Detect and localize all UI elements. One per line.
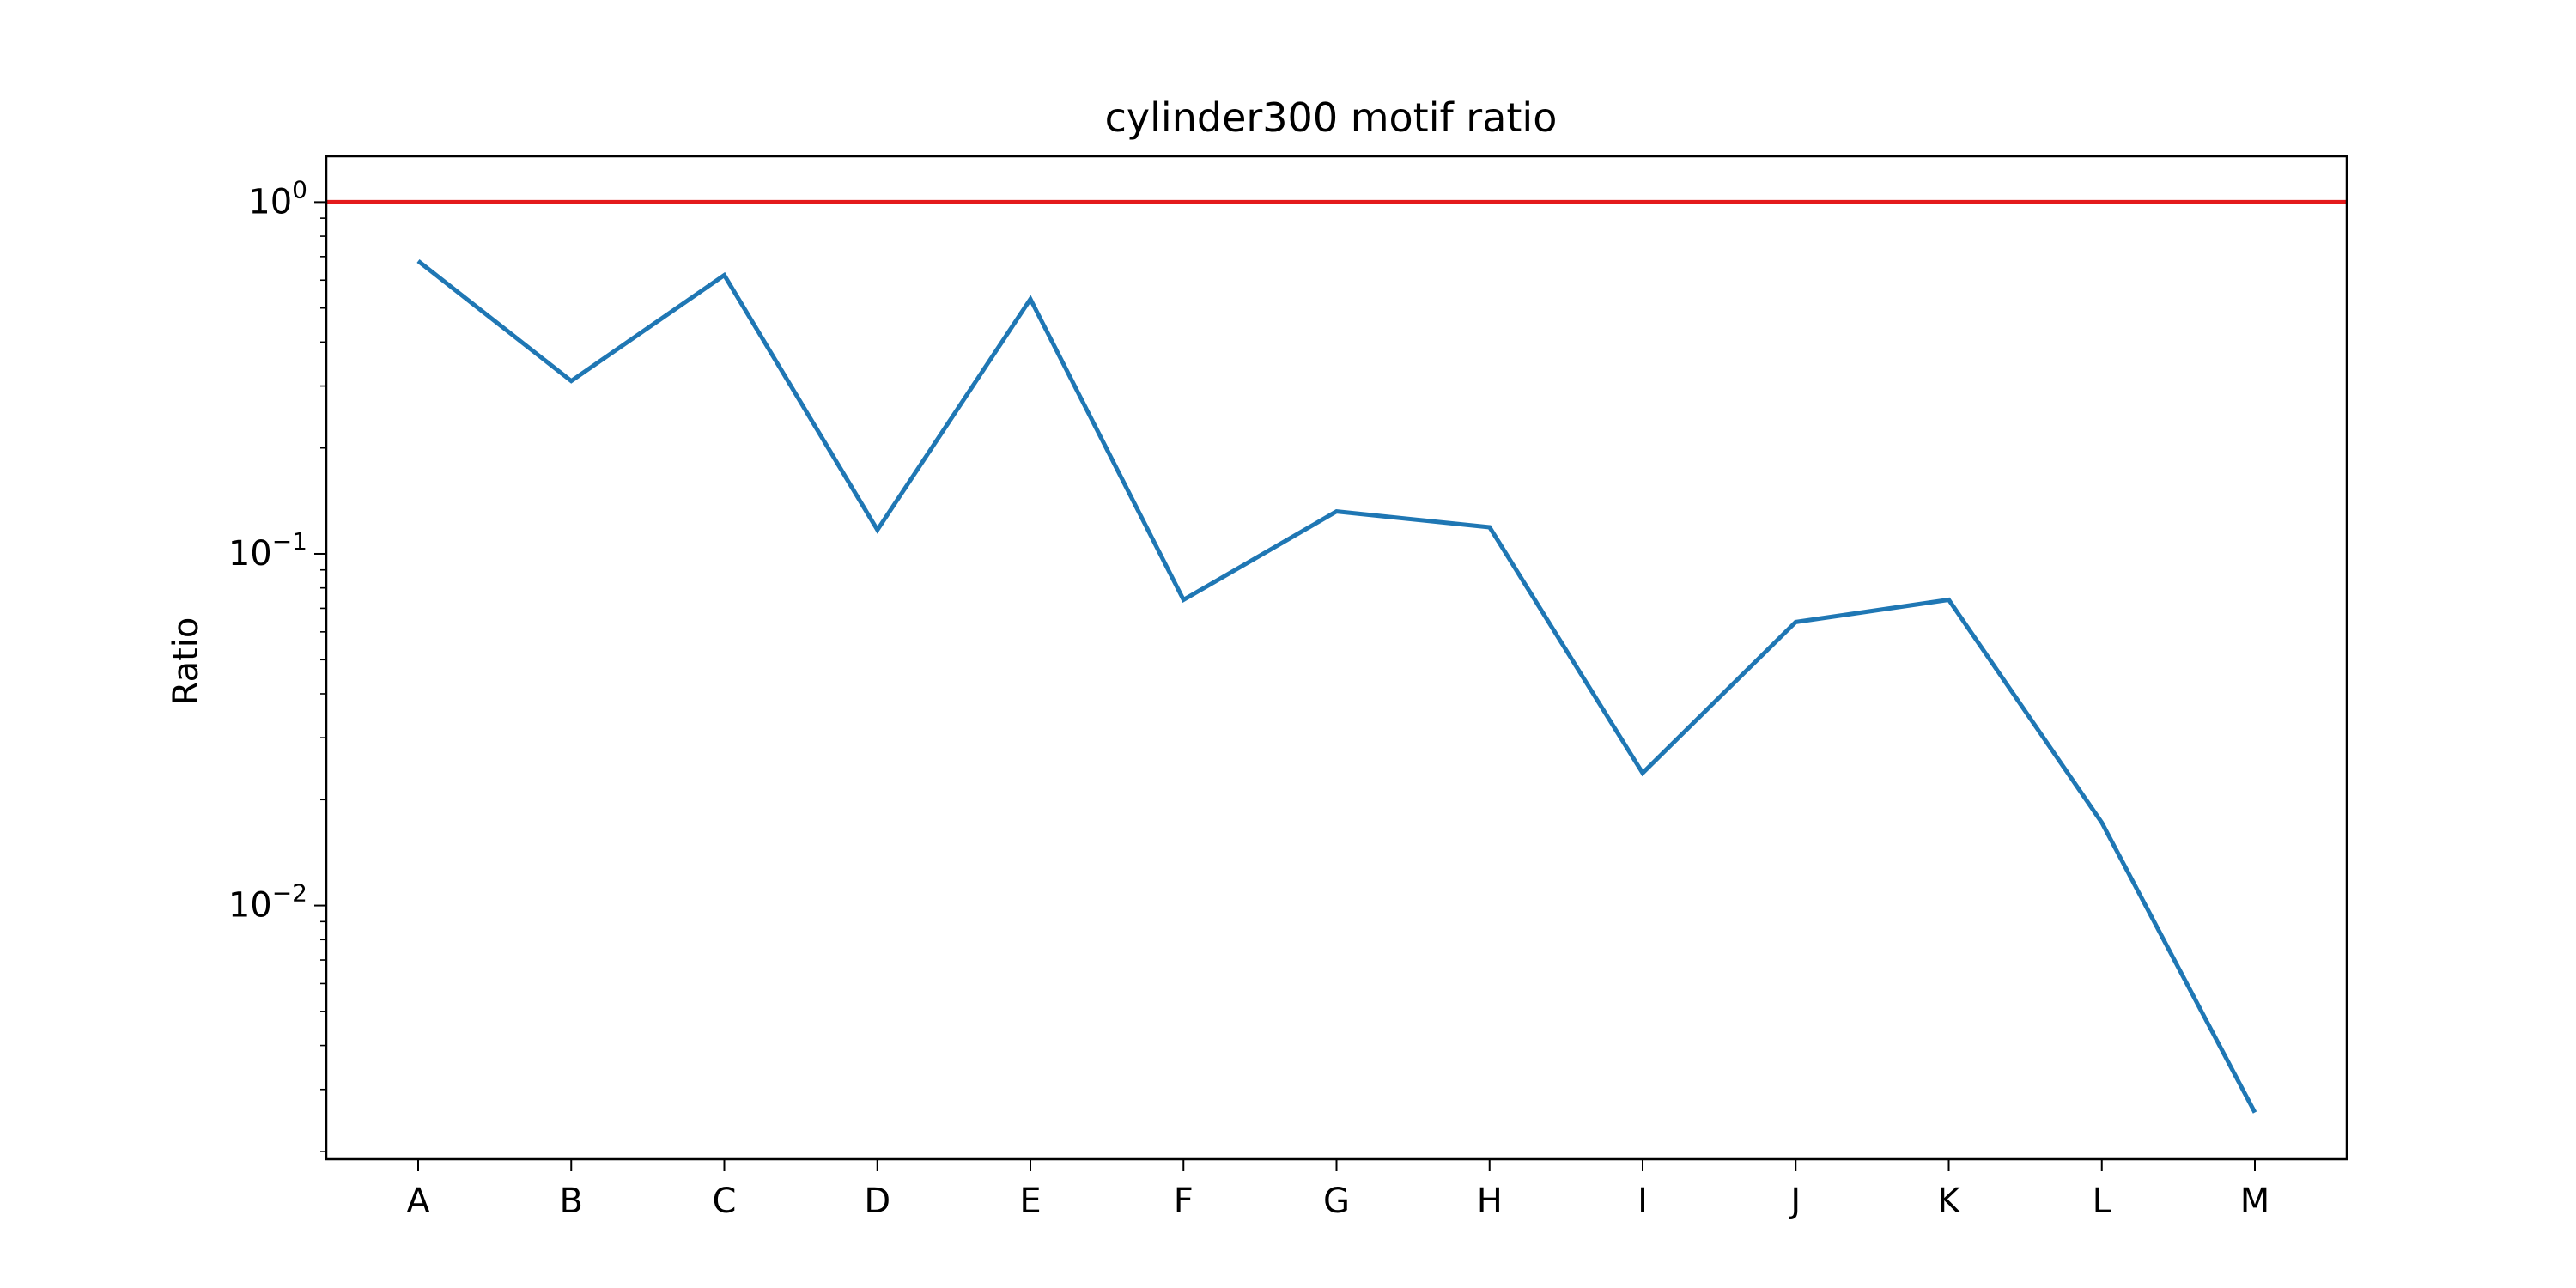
x-tick-label: A bbox=[406, 1182, 430, 1221]
x-tick-label: L bbox=[2093, 1182, 2112, 1221]
x-tick-label: B bbox=[560, 1182, 583, 1221]
x-tick-label: E bbox=[1019, 1182, 1041, 1221]
x-tick-label: J bbox=[1788, 1182, 1801, 1221]
x-tick-label: C bbox=[713, 1182, 737, 1221]
y-tick-label: 100 bbox=[248, 175, 307, 222]
x-tick-label: K bbox=[1937, 1182, 1961, 1221]
x-tick-label: D bbox=[864, 1182, 890, 1221]
series-line bbox=[416, 259, 2257, 1114]
y-tick-label: 10−2 bbox=[228, 879, 307, 926]
y-tick-label: 10−1 bbox=[228, 527, 307, 574]
y-axis-label: Ratio bbox=[167, 617, 206, 706]
x-tick-label: M bbox=[2240, 1182, 2270, 1221]
x-tick-label: H bbox=[1477, 1182, 1503, 1221]
x-tick-label: F bbox=[1174, 1182, 1194, 1221]
chart-title: cylinder300 motif ratio bbox=[1105, 94, 1558, 141]
plot-area: 100 10−1 10−2 A B C D E F G H I J K L M bbox=[228, 155, 2348, 1221]
x-tick-label: G bbox=[1323, 1182, 1350, 1221]
plot-frame bbox=[325, 155, 2348, 1161]
x-tick-label: I bbox=[1637, 1182, 1648, 1221]
